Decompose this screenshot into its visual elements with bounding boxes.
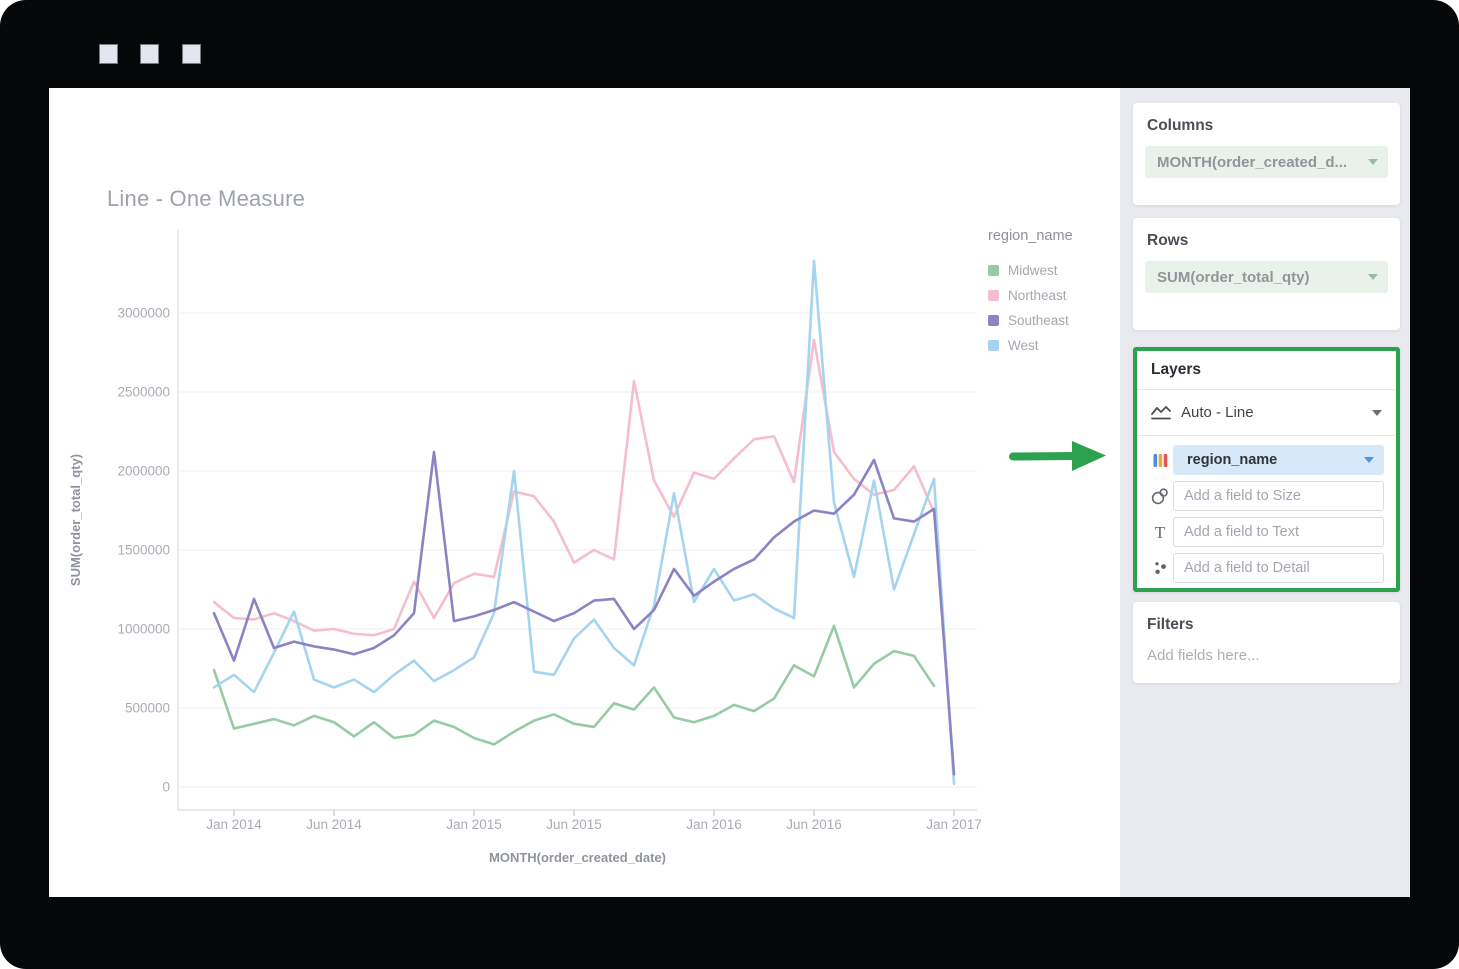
settings-sidebar: Columns MONTH(order_created_d... Rows SU… [1120, 88, 1410, 897]
text-field-input[interactable] [1173, 517, 1384, 547]
legend-item-midwest: Midwest [988, 263, 1108, 278]
window-titlebar [0, 0, 1459, 88]
rows-header: Rows [1147, 232, 1189, 249]
chevron-down-icon [1364, 457, 1374, 463]
chevron-down-icon [1368, 274, 1378, 280]
svg-text:2500000: 2500000 [117, 385, 170, 400]
svg-text:Jan 2017: Jan 2017 [926, 817, 982, 832]
size-field-input[interactable] [1173, 481, 1384, 511]
legend-item-west: West [988, 338, 1108, 353]
legend-label: Southeast [1008, 313, 1069, 328]
columns-header: Columns [1147, 117, 1214, 134]
svg-text:Jun 2016: Jun 2016 [786, 817, 842, 832]
legend-swatch-midwest [988, 265, 999, 276]
main-content: Line - One Measure 0 500000 1000000 1500000… [49, 88, 1410, 897]
titlebar-square-1[interactable] [99, 44, 118, 64]
divider [1137, 435, 1396, 436]
legend-swatch-west [988, 340, 999, 351]
rows-field-pill[interactable]: SUM(order_total_qty) [1145, 261, 1388, 293]
svg-text:3000000: 3000000 [117, 306, 170, 321]
svg-text:0: 0 [162, 780, 170, 795]
color-bars-icon [1147, 453, 1173, 468]
layer-type-dropdown[interactable]: Auto - Line [1137, 390, 1396, 435]
color-field-pill[interactable]: region_name [1173, 445, 1384, 475]
svg-text:Jun 2015: Jun 2015 [546, 817, 602, 832]
divider [1137, 389, 1396, 390]
legend-label: Northeast [1008, 288, 1067, 303]
svg-text:500000: 500000 [125, 701, 170, 716]
color-field-label: region_name [1187, 452, 1278, 468]
rows-panel: Rows SUM(order_total_qty) [1133, 218, 1400, 330]
filters-header: Filters [1147, 616, 1194, 633]
chevron-down-icon [1368, 159, 1378, 165]
legend-swatch-northeast [988, 290, 999, 301]
chart-legend: region_name Midwest Northeast Southeast … [988, 228, 1108, 363]
svg-text:Jan 2014: Jan 2014 [206, 817, 262, 832]
chart-canvas: Line - One Measure 0 500000 1000000 1500000… [49, 88, 1120, 897]
line-chart-icon [1151, 405, 1171, 419]
legend-title: region_name [988, 228, 1073, 244]
detail-field-input[interactable] [1173, 553, 1384, 583]
columns-field-label: MONTH(order_created_d... [1157, 153, 1348, 171]
text-field-row: T [1147, 517, 1384, 547]
rows-field-label: SUM(order_total_qty) [1157, 268, 1310, 286]
legend-label: Midwest [1008, 263, 1058, 278]
svg-text:1000000: 1000000 [117, 622, 170, 637]
svg-text:Jun 2014: Jun 2014 [306, 817, 362, 832]
chevron-down-icon [1372, 409, 1382, 416]
layers-header: Layers [1151, 361, 1201, 378]
annotation-arrow-icon [1009, 441, 1106, 471]
columns-panel: Columns MONTH(order_created_d... [1133, 103, 1400, 205]
titlebar-square-2[interactable] [140, 44, 159, 64]
svg-text:1500000: 1500000 [117, 543, 170, 558]
filters-drop-target[interactable]: Add fields here... [1147, 647, 1260, 664]
svg-text:2000000: 2000000 [117, 464, 170, 479]
size-field-row [1147, 481, 1384, 511]
svg-text:Jan 2015: Jan 2015 [446, 817, 502, 832]
filters-panel: Filters Add fields here... [1133, 602, 1400, 683]
titlebar-square-3[interactable] [182, 44, 201, 64]
svg-text:MONTH(order_created_date): MONTH(order_created_date) [489, 850, 666, 865]
legend-swatch-southeast [988, 315, 999, 326]
chart-title: Line - One Measure [107, 186, 306, 211]
line-chart: 0 500000 1000000 1500000 2000000 2500000 30000… [68, 230, 982, 865]
legend-item-northeast: Northeast [988, 288, 1108, 303]
svg-text:Jan 2016: Jan 2016 [686, 817, 742, 832]
detail-field-row [1147, 553, 1384, 583]
columns-field-pill[interactable]: MONTH(order_created_d... [1145, 146, 1388, 178]
svg-text:SUM(order_total_qty): SUM(order_total_qty) [68, 454, 83, 586]
legend-item-southeast: Southeast [988, 313, 1108, 328]
legend-label: West [1008, 338, 1039, 353]
color-field-row: region_name [1147, 445, 1384, 475]
text-icon: T [1154, 522, 1166, 542]
bubbles-icon [1147, 487, 1173, 505]
layer-type-label: Auto - Line [1181, 404, 1254, 421]
layers-panel: Layers Auto - Line [1133, 347, 1400, 592]
detail-dots-icon [1147, 561, 1173, 575]
